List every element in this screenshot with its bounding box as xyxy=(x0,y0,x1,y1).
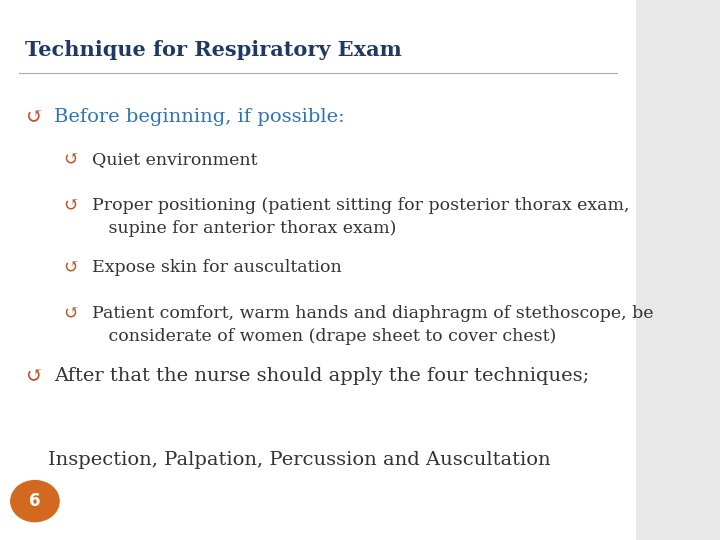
Text: Proper positioning (patient sitting for posterior thorax exam,
   supine for ant: Proper positioning (patient sitting for … xyxy=(92,197,630,237)
Text: ↺: ↺ xyxy=(63,197,79,215)
Text: ↺: ↺ xyxy=(63,305,79,323)
Circle shape xyxy=(11,481,59,522)
Text: Inspection, Palpation, Percussion and Auscultation: Inspection, Palpation, Percussion and Au… xyxy=(48,451,550,469)
Text: ↺: ↺ xyxy=(63,151,79,169)
Text: Quiet environment: Quiet environment xyxy=(92,151,258,168)
Text: After that the nurse should apply the four techniques;: After that the nurse should apply the fo… xyxy=(54,367,589,385)
Text: Before beginning, if possible:: Before beginning, if possible: xyxy=(54,108,345,126)
Text: ↺: ↺ xyxy=(25,108,43,127)
Text: Technique for Respiratory Exam: Technique for Respiratory Exam xyxy=(25,40,402,60)
Text: ↺: ↺ xyxy=(25,367,43,386)
Text: ↺: ↺ xyxy=(63,259,79,277)
Text: Patient comfort, warm hands and diaphragm of stethoscope, be
   considerate of w: Patient comfort, warm hands and diaphrag… xyxy=(92,305,654,345)
Text: 6: 6 xyxy=(30,492,41,510)
Text: Expose skin for auscultation: Expose skin for auscultation xyxy=(92,259,342,276)
FancyBboxPatch shape xyxy=(0,0,642,540)
